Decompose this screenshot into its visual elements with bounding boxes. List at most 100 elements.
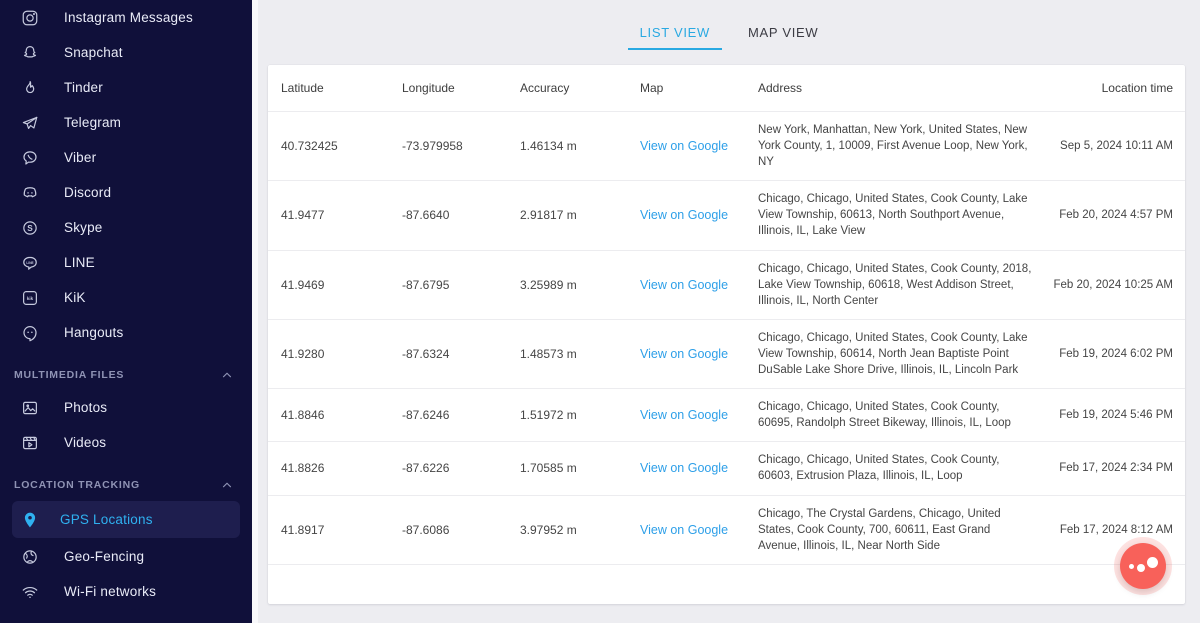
latitude-value: 41.9469 <box>281 277 325 292</box>
section-label: MULTIMEDIA FILES <box>14 369 125 381</box>
view-on-google-link[interactable]: View on Google <box>640 461 729 476</box>
table-row: 41.9280 -87.6324 1.48573 m View on Googl… <box>268 318 1185 388</box>
svg-text:kik: kik <box>27 295 34 300</box>
sidebar-item-label: LINE <box>64 255 95 270</box>
sidebar-item-label: GPS Locations <box>60 512 153 527</box>
sidebar-item-label: Telegram <box>64 115 122 130</box>
sidebar-item-label: Discord <box>64 185 112 200</box>
column-header-location-time: Location time <box>1101 81 1173 95</box>
sidebar-item-kik[interactable]: kik KiK <box>0 280 252 315</box>
address-value: Chicago, Chicago, United States, Cook Co… <box>758 454 1000 483</box>
address-value: Chicago, Chicago, United States, Cook Co… <box>758 262 1032 307</box>
sidebar-item-snapchat[interactable]: Snapchat <box>0 35 252 70</box>
column-header-map: Map <box>640 81 664 95</box>
latitude-value: 41.8846 <box>281 408 325 423</box>
table-header-row: Latitude Longitude Accuracy Map Address … <box>268 65 1185 111</box>
sidebar-item-geo-fencing[interactable]: Geo-Fencing <box>0 539 252 574</box>
table-row: 40.732425 -73.979958 1.46134 m View on G… <box>268 111 1185 180</box>
table-row: 41.8917 -87.6086 3.97952 m View on Googl… <box>268 494 1185 564</box>
main-content: LIST VIEW MAP VIEW Latitude Longitude Ac… <box>258 0 1200 623</box>
view-tabs: LIST VIEW MAP VIEW <box>258 0 1200 65</box>
table-row: 41.9477 -87.6640 2.91817 m View on Googl… <box>268 180 1185 249</box>
section-location-tracking[interactable]: LOCATION TRACKING <box>0 470 252 500</box>
skype-icon: S <box>20 218 40 238</box>
hangouts-icon <box>20 323 40 343</box>
table-footer-row <box>268 563 1185 604</box>
accuracy-value: 1.46134 m <box>520 139 577 154</box>
column-header-longitude: Longitude <box>402 81 455 95</box>
view-on-google-link[interactable]: View on Google <box>640 208 729 223</box>
discord-icon <box>20 183 40 203</box>
sidebar-item-wifi-networks[interactable]: Wi-Fi networks <box>0 574 252 609</box>
table-row: 41.8826 -87.6226 1.70585 m View on Googl… <box>268 441 1185 494</box>
address-value: Chicago, Chicago, United States, Cook Co… <box>758 331 1028 377</box>
sidebar-item-label: KiK <box>64 290 86 305</box>
instagram-icon <box>20 8 40 28</box>
sidebar-item-tinder[interactable]: Tinder <box>0 70 252 105</box>
sidebar-item-label: Skype <box>64 220 103 235</box>
sidebar-item-label: Wi-Fi networks <box>64 584 157 599</box>
accuracy-value: 3.25989 m <box>520 277 577 292</box>
address-value: New York, Manhattan, New York, United St… <box>758 124 1028 169</box>
viber-icon <box>20 148 40 168</box>
chat-fab-button[interactable] <box>1120 543 1166 589</box>
gps-locations-table: Latitude Longitude Accuracy Map Address … <box>268 65 1185 604</box>
tinder-icon <box>20 78 40 98</box>
longitude-value: -87.6086 <box>402 522 450 537</box>
chevron-up-icon[interactable] <box>220 478 234 492</box>
accuracy-value: 3.97952 m <box>520 522 577 537</box>
sidebar-item-label: Instagram Messages <box>64 10 193 25</box>
location-time-value: Feb 17, 2024 2:34 PM <box>1059 462 1173 475</box>
latitude-value: 41.9477 <box>281 208 325 223</box>
table-row: 41.8846 -87.6246 1.51972 m View on Googl… <box>268 388 1185 441</box>
active-item-highlight[interactable]: GPS Locations <box>12 501 240 538</box>
sidebar-item-label: Videos <box>64 435 107 450</box>
latitude-value: 40.732425 <box>281 139 338 154</box>
sidebar-item-label: Hangouts <box>64 325 124 340</box>
sidebar-item-videos[interactable]: Videos <box>0 425 252 460</box>
sidebar-item-viber[interactable]: Viber <box>0 140 252 175</box>
sidebar-item-discord[interactable]: Discord <box>0 175 252 210</box>
photos-icon <box>20 398 40 418</box>
sidebar-item-instagram-messages[interactable]: Instagram Messages <box>0 0 252 35</box>
sidebar-item-line[interactable]: LINE LINE <box>0 245 252 280</box>
accuracy-value: 2.91817 m <box>520 208 577 223</box>
sidebar: Instagram Messages Snapchat Tinder Teleg… <box>0 0 252 623</box>
view-on-google-link[interactable]: View on Google <box>640 139 729 154</box>
section-multimedia-files[interactable]: MULTIMEDIA FILES <box>0 360 252 390</box>
videos-icon <box>20 433 40 453</box>
svg-text:S: S <box>27 223 33 232</box>
longitude-value: -87.6795 <box>402 277 450 292</box>
longitude-value: -87.6324 <box>402 346 450 361</box>
column-header-latitude: Latitude <box>281 81 324 95</box>
longitude-value: -87.6246 <box>402 408 450 423</box>
geo-fencing-icon <box>20 547 40 567</box>
location-time-value: Feb 20, 2024 4:57 PM <box>1059 209 1173 222</box>
view-on-google-link[interactable]: View on Google <box>640 408 729 423</box>
sidebar-item-label: Snapchat <box>64 45 123 60</box>
sidebar-item-skype[interactable]: S Skype <box>0 210 252 245</box>
sidebar-item-telegram[interactable]: Telegram <box>0 105 252 140</box>
table-row: 41.9469 -87.6795 3.25989 m View on Googl… <box>268 249 1185 319</box>
section-label: LOCATION TRACKING <box>14 479 140 491</box>
telegram-icon <box>20 113 40 133</box>
sidebar-item-hangouts[interactable]: Hangouts <box>0 315 252 350</box>
wifi-icon <box>20 582 40 602</box>
sidebar-scrollbar[interactable] <box>252 0 258 623</box>
tab-map-view[interactable]: MAP VIEW <box>747 25 819 40</box>
latitude-value: 41.8826 <box>281 461 325 476</box>
sidebar-item-label: Tinder <box>64 80 103 95</box>
sidebar-item-gps-locations[interactable]: GPS Locations <box>0 501 252 538</box>
chevron-up-icon[interactable] <box>220 368 234 382</box>
view-on-google-link[interactable]: View on Google <box>640 277 729 292</box>
location-time-value: Feb 19, 2024 6:02 PM <box>1059 347 1173 360</box>
kik-icon: kik <box>20 288 40 308</box>
latitude-value: 41.8917 <box>281 522 325 537</box>
column-header-address: Address <box>758 81 803 95</box>
location-time-value: Feb 17, 2024 8:12 AM <box>1059 523 1173 536</box>
tab-list-view[interactable]: LIST VIEW <box>627 15 722 50</box>
view-on-google-link[interactable]: View on Google <box>640 346 729 361</box>
view-on-google-link[interactable]: View on Google <box>640 522 729 537</box>
accuracy-value: 1.51972 m <box>520 408 577 423</box>
sidebar-item-photos[interactable]: Photos <box>0 390 252 425</box>
